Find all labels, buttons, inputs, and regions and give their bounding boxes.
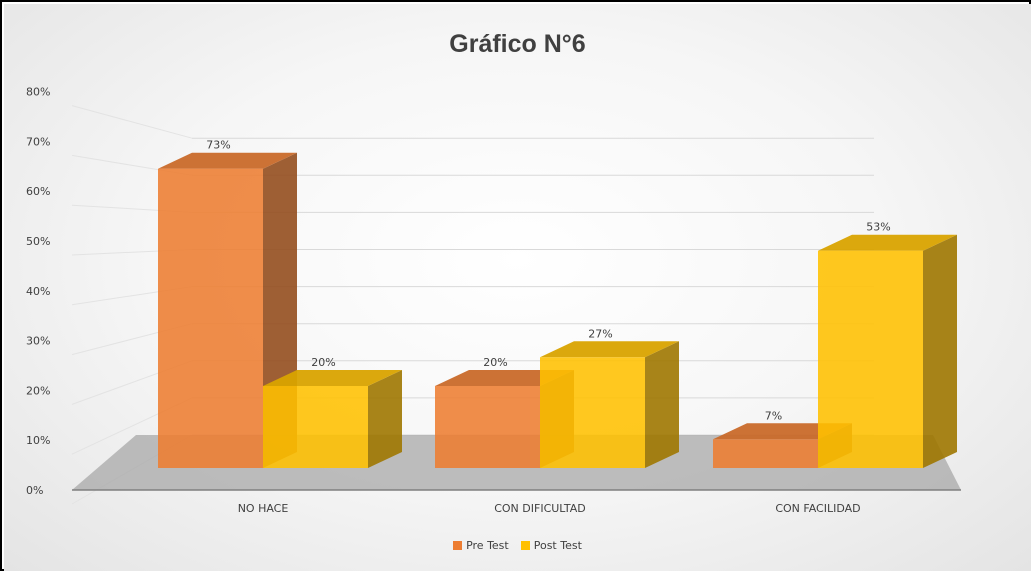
category-label: NO HACE — [238, 502, 289, 515]
data-label: 20% — [311, 356, 335, 369]
legend-swatch — [520, 541, 530, 550]
bar-post-test-2 — [818, 234, 957, 468]
bar-top — [435, 370, 574, 386]
y-tick-label: 50% — [26, 235, 50, 248]
legend-item: Pre Test — [453, 539, 509, 552]
data-labels: 73% 20% 20% 27% 7% 53% — [206, 139, 890, 423]
y-tick-label: 10% — [26, 434, 50, 447]
bar-top — [263, 370, 402, 386]
category-label: CON DIFICULTAD — [494, 502, 586, 515]
y-tick-label: 20% — [26, 384, 50, 397]
bar-post-test-1 — [540, 341, 679, 468]
bar-front — [818, 250, 923, 468]
legend: Pre Test Post Test — [2, 539, 1031, 552]
category-label: CON FACILIDAD — [775, 502, 860, 515]
y-tick-label: 40% — [26, 285, 50, 298]
bar-top — [713, 423, 852, 440]
bar-pre-test-0 — [158, 152, 297, 468]
bar-top — [158, 152, 297, 169]
data-label: 73% — [206, 139, 230, 152]
bar-front — [435, 386, 540, 468]
legend-item: Post Test — [520, 539, 582, 552]
legend-label: Post Test — [533, 539, 582, 552]
y-tick-label: 30% — [26, 335, 50, 348]
y-tick-label: 60% — [26, 185, 50, 198]
legend-label: Pre Test — [466, 539, 509, 552]
chart-title: Gráfico N°6 — [449, 30, 586, 58]
bar-top — [540, 341, 679, 358]
gridlines — [71, 105, 874, 505]
data-label: 20% — [483, 356, 507, 369]
data-label: 7% — [765, 409, 782, 422]
y-tick-label: 80% — [26, 86, 50, 99]
bar-side — [645, 341, 679, 468]
y-tick-label: 70% — [26, 135, 50, 148]
data-label: 53% — [866, 221, 890, 234]
bar-front — [158, 168, 263, 468]
bar-pre-test-2 — [713, 423, 852, 468]
bar-side — [368, 370, 402, 468]
gridline — [71, 105, 193, 139]
y-axis-ticks: 0% 10% 20% 30% 40% 50% 60% 70% 80% — [26, 86, 50, 497]
bar-front — [263, 386, 368, 468]
data-label: 27% — [588, 327, 612, 340]
bar-side — [923, 234, 957, 468]
bar-top — [818, 234, 957, 251]
category-labels: NO HACE CON DIFICULTAD CON FACILIDAD — [238, 502, 861, 515]
bar-post-test-0 — [263, 370, 402, 468]
bars — [158, 152, 957, 468]
y-tick-label: 0% — [26, 484, 43, 497]
bar-front — [713, 439, 818, 468]
bar-front — [540, 357, 645, 468]
legend-swatch — [453, 541, 463, 550]
